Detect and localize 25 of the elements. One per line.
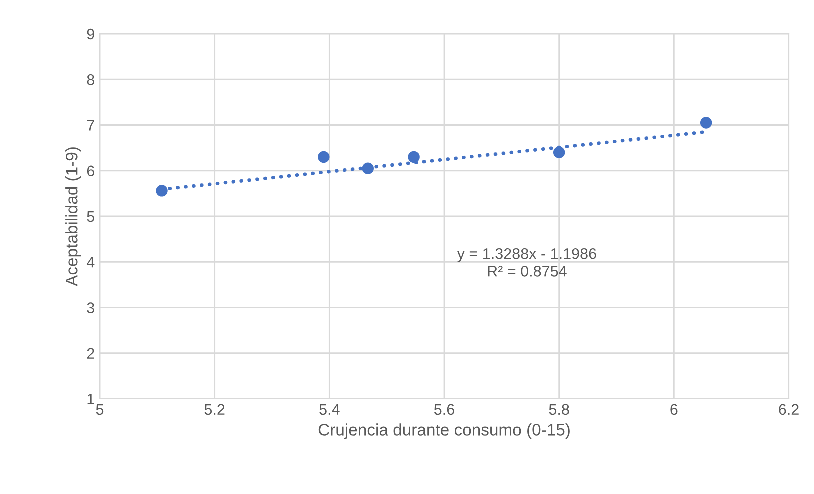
point xyxy=(362,162,374,174)
y-tick-label: 7 xyxy=(87,120,94,131)
y-tick-label: 4 xyxy=(86,257,95,268)
x-tick-label: 6.2 xyxy=(779,404,799,416)
x-tick-label: 5.6 xyxy=(434,404,454,416)
x-tick-label: 5.4 xyxy=(320,404,340,416)
point xyxy=(408,151,420,164)
y-tick-label: 1 xyxy=(88,394,94,405)
y-tick-label: 6 xyxy=(87,166,94,177)
x-tick-label: 5.8 xyxy=(549,404,570,416)
x-tick-label: 5.2 xyxy=(204,404,225,416)
x-tick-label: 6 xyxy=(670,404,678,416)
y-tick-label: 3 xyxy=(87,302,94,314)
point xyxy=(700,117,712,129)
y-axis-title: Aceptabilidad (1-9) xyxy=(66,148,82,286)
y-tick-label: 5 xyxy=(87,212,94,222)
y-tick-label: 8 xyxy=(87,74,94,86)
y-tick-label: 2 xyxy=(87,348,94,359)
y-tick-label: 9 xyxy=(87,28,94,40)
x-axis-title: Crujencia durante consumo (0-15) xyxy=(318,424,570,440)
point xyxy=(156,185,168,197)
point xyxy=(318,151,330,164)
annotation: y = 1.3288x - 1.1986 R² = 0.8754 xyxy=(457,248,596,277)
x-tick-label: 5 xyxy=(96,404,104,416)
point xyxy=(553,146,566,158)
